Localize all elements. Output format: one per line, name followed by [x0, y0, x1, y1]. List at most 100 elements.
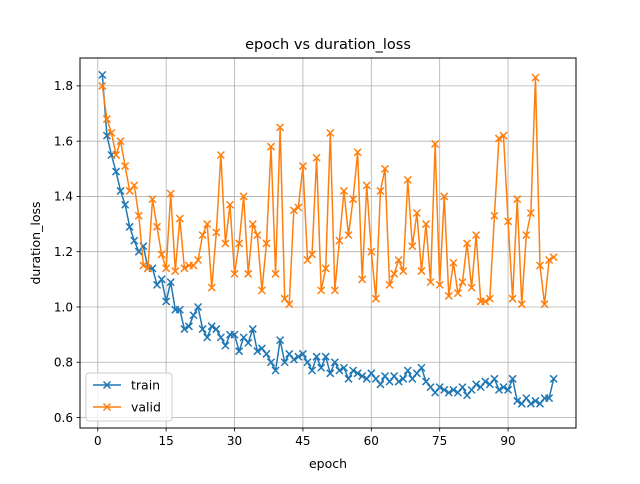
train-point — [444, 388, 453, 397]
valid-point — [408, 242, 417, 251]
valid-point — [458, 278, 467, 287]
x-axis-label: epoch — [309, 456, 347, 471]
y-tick-label: 1.6 — [54, 134, 73, 148]
train-point — [549, 374, 558, 383]
train-point — [262, 349, 271, 358]
valid-point — [371, 294, 380, 303]
y-tick-label: 1.8 — [54, 79, 73, 93]
train-point — [102, 131, 111, 140]
x-tick-label: 15 — [159, 434, 174, 448]
valid-point — [171, 267, 180, 276]
valid-point — [239, 192, 248, 201]
legend-valid-marker — [102, 402, 112, 412]
valid-point — [494, 134, 503, 143]
valid-point — [130, 181, 139, 190]
valid-point — [139, 261, 148, 270]
train-point — [349, 366, 358, 375]
valid-point — [385, 280, 394, 289]
train-point — [98, 70, 107, 79]
valid-point — [285, 300, 294, 309]
legend-train-marker — [102, 380, 112, 390]
valid-point — [517, 300, 526, 309]
valid-point — [549, 253, 558, 262]
valid-point — [513, 195, 522, 204]
valid-point — [339, 186, 348, 195]
valid-point — [312, 153, 321, 162]
train-point — [271, 366, 280, 375]
train-point — [344, 374, 353, 383]
train-point — [353, 369, 362, 378]
train-point — [440, 385, 449, 394]
valid-point — [380, 164, 390, 173]
valid-point — [298, 162, 307, 171]
train-point — [394, 377, 403, 386]
valid-point — [308, 250, 317, 259]
valid-point — [367, 247, 376, 256]
train-point — [481, 377, 490, 386]
train-point — [545, 394, 554, 403]
valid-point — [235, 239, 244, 248]
x-tick-label: 90 — [500, 434, 515, 448]
train-point — [212, 325, 221, 334]
valid-point — [485, 294, 494, 303]
train-point — [294, 352, 303, 361]
valid-point — [134, 211, 143, 220]
valid-point — [540, 300, 549, 309]
valid-line — [101, 76, 555, 305]
valid-point — [481, 297, 490, 306]
valid-point — [153, 222, 162, 231]
valid-point — [212, 228, 221, 237]
valid-point — [394, 255, 403, 265]
valid-point — [216, 150, 225, 160]
valid-point — [289, 206, 298, 215]
valid-point — [376, 186, 385, 195]
series-valid — [98, 73, 558, 309]
train-point — [303, 358, 312, 367]
valid-point — [353, 148, 362, 157]
train-point — [490, 374, 499, 383]
valid-point — [444, 291, 453, 300]
train-point — [235, 347, 244, 356]
valid-point — [531, 73, 540, 82]
valid-point — [504, 217, 513, 226]
train-point — [166, 278, 175, 287]
y-axis-label: duration_loss — [28, 202, 43, 285]
valid-point — [412, 208, 421, 218]
valid-point — [253, 231, 262, 240]
valid-point — [175, 214, 184, 223]
valid-point — [248, 220, 257, 229]
train-point — [298, 349, 307, 358]
valid-point — [453, 289, 462, 298]
train-point — [175, 305, 184, 314]
valid-point — [499, 131, 508, 140]
valid-point — [271, 269, 280, 278]
valid-point — [522, 231, 531, 240]
train-point — [472, 380, 481, 389]
valid-point — [490, 211, 499, 220]
train-point — [504, 385, 513, 394]
train-point — [308, 366, 317, 375]
valid-point — [121, 162, 130, 171]
y-tick-label: 1.2 — [54, 245, 73, 259]
valid-point — [162, 264, 171, 273]
x-tick-label: 75 — [432, 434, 447, 448]
train-point — [508, 374, 517, 383]
valid-point — [166, 189, 175, 198]
train-point — [449, 385, 458, 394]
plot-series — [98, 70, 558, 408]
train-point — [216, 333, 225, 342]
valid-point — [317, 286, 326, 295]
valid-point — [508, 294, 517, 303]
valid-point — [198, 231, 207, 240]
valid-point — [326, 128, 335, 137]
train-point — [121, 200, 130, 209]
train-point — [312, 352, 321, 361]
train-point — [399, 374, 408, 383]
valid-point — [276, 123, 285, 132]
valid-point — [207, 283, 216, 292]
valid-point — [180, 264, 189, 273]
train-point — [184, 322, 193, 331]
train-point — [130, 236, 139, 245]
